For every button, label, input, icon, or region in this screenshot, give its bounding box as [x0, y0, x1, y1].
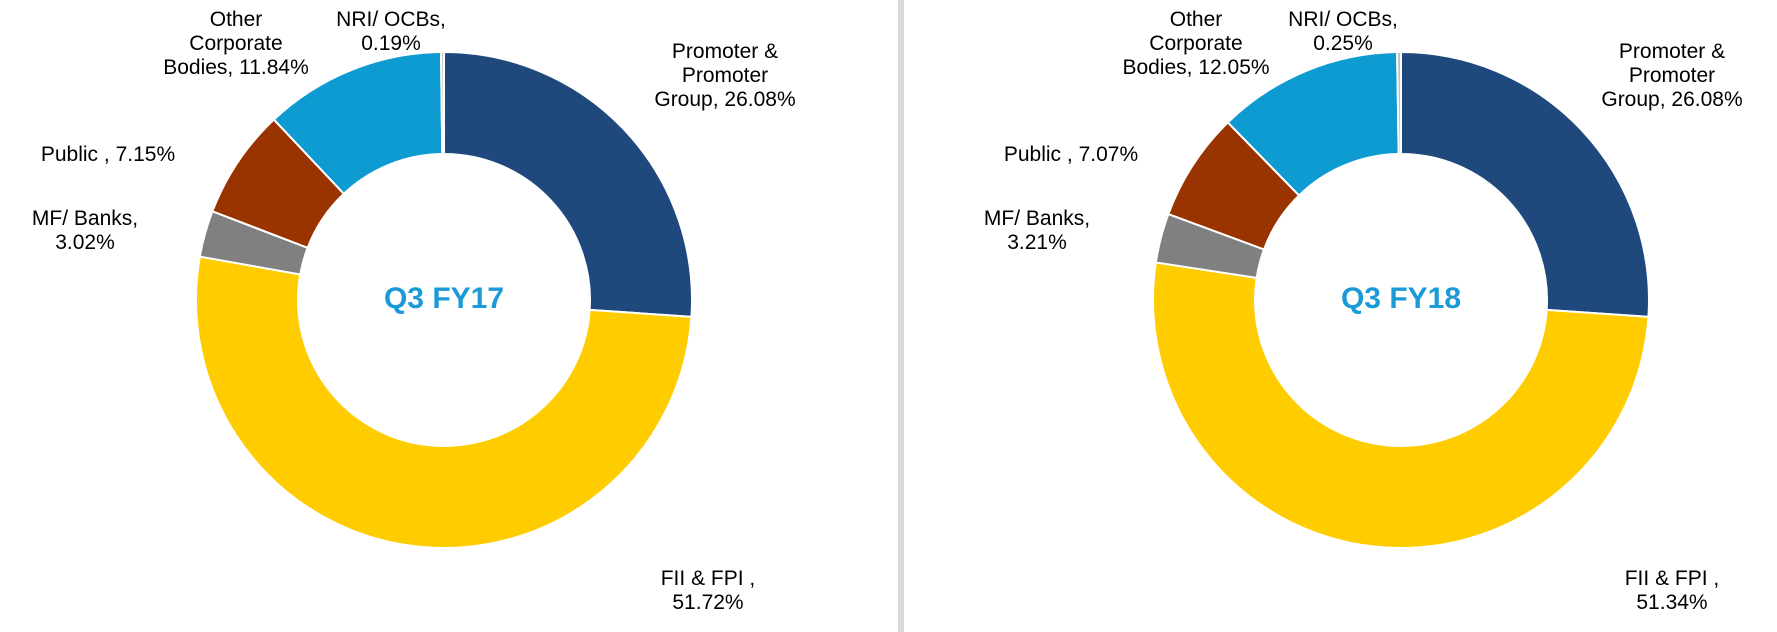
slice-label: Promoter & Promoter Group, 26.08% [1597, 40, 1747, 112]
value-label: 51.72% [672, 591, 744, 614]
value-label: 7.07% [1078, 143, 1139, 166]
category-name: Promoter & Promoter Group, [654, 40, 779, 111]
slice-label: MF/ Banks, 3.02% [10, 207, 160, 255]
value-label: 26.08% [724, 88, 796, 111]
value-label: 51.34% [1636, 591, 1708, 614]
category-name: Other Corporate Bodies, [1122, 8, 1243, 79]
category-name: MF/ Banks, [31, 207, 139, 230]
donut-slice [195, 255, 693, 549]
value-label: 7.15% [115, 143, 176, 166]
slice-label: Other Corporate Bodies, 12.05% [1121, 8, 1271, 80]
category-name: Promoter & Promoter Group, [1601, 40, 1726, 111]
value-label: 3.02% [55, 231, 115, 254]
donut-slice [1152, 261, 1650, 549]
slice-label: Other Corporate Bodies, 11.84% [161, 8, 311, 80]
chart-title: Q3 FY17 [384, 282, 504, 315]
value-label: 11.84% [239, 56, 309, 79]
category-name: Public , [1003, 143, 1073, 166]
slice-label: FII & FPI , 51.72% [633, 567, 783, 615]
value-label: 0.19% [361, 32, 421, 55]
slice-label: NRI/ OCBs, 0.19% [316, 8, 466, 56]
slice-label: MF/ Banks, 3.21% [962, 207, 1112, 255]
donut-slice [1396, 50, 1402, 156]
slice-label: Public , 7.15% [0, 143, 228, 167]
chart-title: Q3 FY18 [1341, 282, 1461, 315]
category-name: FII & FPI , [660, 567, 756, 590]
slice-label: Promoter & Promoter Group, 26.08% [650, 40, 800, 112]
category-name: FII & FPI , [1624, 567, 1720, 590]
slice-label: Public , 7.07% [951, 143, 1191, 167]
value-label: 0.25% [1313, 32, 1373, 55]
slice-label: FII & FPI , 51.34% [1597, 567, 1747, 615]
donut-slice [443, 50, 693, 318]
category-name: NRI/ OCBs, [1288, 8, 1398, 31]
slice-label: NRI/ OCBs, 0.25% [1268, 8, 1418, 56]
category-name: MF/ Banks, [983, 207, 1091, 230]
category-name: NRI/ OCBs, [336, 8, 446, 31]
donut-slice [1400, 50, 1650, 318]
value-label: 3.21% [1007, 231, 1067, 254]
value-label: 12.05% [1198, 56, 1270, 79]
category-name: Public , [40, 143, 110, 166]
category-name: Other Corporate Bodies, [163, 8, 283, 79]
value-label: 26.08% [1671, 88, 1743, 111]
donut-slice [440, 50, 445, 156]
